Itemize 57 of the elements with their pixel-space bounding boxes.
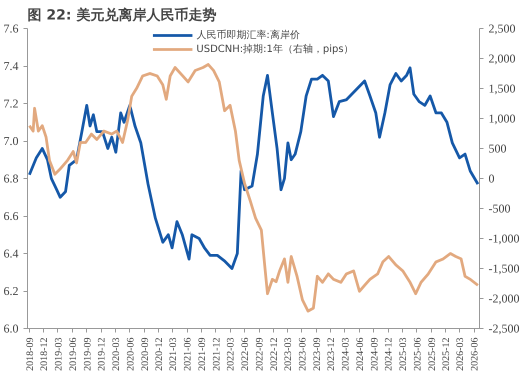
x-tick-label: 2023-06 bbox=[297, 337, 308, 371]
y2-tick-label: -2,000 bbox=[488, 292, 520, 306]
y-tick-label: 7.4 bbox=[4, 59, 18, 73]
x-tick-label: 2025-09 bbox=[426, 337, 438, 371]
x-tick-label: 2025-03 bbox=[398, 337, 409, 371]
y2-tick-label: 0 bbox=[488, 172, 494, 186]
y-tick-label: 6.6 bbox=[4, 209, 18, 223]
y-tick-label: 7.0 bbox=[4, 134, 18, 148]
x-tick-label: 2022-06 bbox=[240, 337, 252, 371]
x-tick-label: 2023-12 bbox=[326, 337, 338, 371]
legend-label: USDCNH:掉期:1年（右轴，pips） bbox=[196, 42, 354, 56]
line-series bbox=[28, 66, 480, 270]
x-tick-label: 2021-06 bbox=[182, 337, 194, 371]
y2-tick-label: -1,500 bbox=[488, 262, 520, 276]
y-tick-label: 6.4 bbox=[4, 246, 18, 260]
y2-tick-label: 2,000 bbox=[488, 52, 516, 66]
x-tick-label: 2020-06 bbox=[125, 337, 136, 371]
legend-label: 人民币即期汇率:离岸价 bbox=[196, 28, 300, 42]
y2-tick-label: 1,000 bbox=[488, 112, 516, 126]
x-tick-label: 2021-09 bbox=[197, 337, 208, 371]
y-tick-label: 7.6 bbox=[4, 22, 18, 36]
y2-tick-label: -1,000 bbox=[488, 232, 520, 246]
x-tick-label: 2023-03 bbox=[282, 337, 294, 371]
x-tick-label: 2019-12 bbox=[96, 337, 108, 371]
x-tick-label: 2019-03 bbox=[53, 337, 64, 371]
x-tick-label: 2025-06 bbox=[412, 337, 424, 371]
x-tick-label: 2021-03 bbox=[168, 337, 180, 371]
x-tick-label: 2023-09 bbox=[312, 337, 323, 371]
y-tick-label: 7.2 bbox=[4, 96, 18, 110]
x-tick-label: 2026-06 bbox=[470, 337, 481, 371]
x-tick-label: 2020-12 bbox=[154, 337, 166, 371]
x-tick-label: 2022-12 bbox=[268, 337, 280, 371]
x-tick-label: 2020-03 bbox=[110, 337, 122, 371]
x-tick-label: 2024-09 bbox=[369, 337, 380, 371]
y2-tick-label: 500 bbox=[488, 142, 506, 156]
line-series bbox=[28, 63, 480, 312]
x-tick-label: 2024-12 bbox=[384, 337, 395, 371]
x-tick-label: 2020-09 bbox=[140, 337, 151, 371]
y2-tick-label: -500 bbox=[488, 202, 510, 216]
y2-tick-label: -2,500 bbox=[488, 322, 520, 336]
y2-tick-label: 1,500 bbox=[488, 82, 516, 96]
y-tick-label: 6.2 bbox=[4, 284, 18, 298]
y-tick-label: 6.0 bbox=[4, 322, 18, 336]
x-tick-label: 2018-12 bbox=[39, 337, 50, 371]
chart-title: 图 22: 美元兑离岸人民币走势 bbox=[28, 6, 216, 24]
y-tick-label: 6.8 bbox=[4, 172, 18, 186]
x-tick-label: 2024-03 bbox=[340, 337, 352, 371]
x-tick-label: 2025-12 bbox=[441, 337, 452, 371]
x-tick-label: 2024-06 bbox=[354, 337, 366, 371]
x-tick-label: 2019-06 bbox=[68, 337, 79, 371]
x-tick-label: 2022-09 bbox=[254, 337, 266, 371]
x-tick-label: 2026-03 bbox=[455, 337, 466, 371]
x-tick-label: 2018-09 bbox=[24, 337, 36, 371]
x-tick-label: 2019-09 bbox=[82, 337, 94, 371]
x-tick-label: 2022-03 bbox=[226, 337, 237, 371]
x-tick-label: 2021-12 bbox=[211, 337, 222, 371]
y2-tick-label: 2,500 bbox=[488, 22, 516, 36]
